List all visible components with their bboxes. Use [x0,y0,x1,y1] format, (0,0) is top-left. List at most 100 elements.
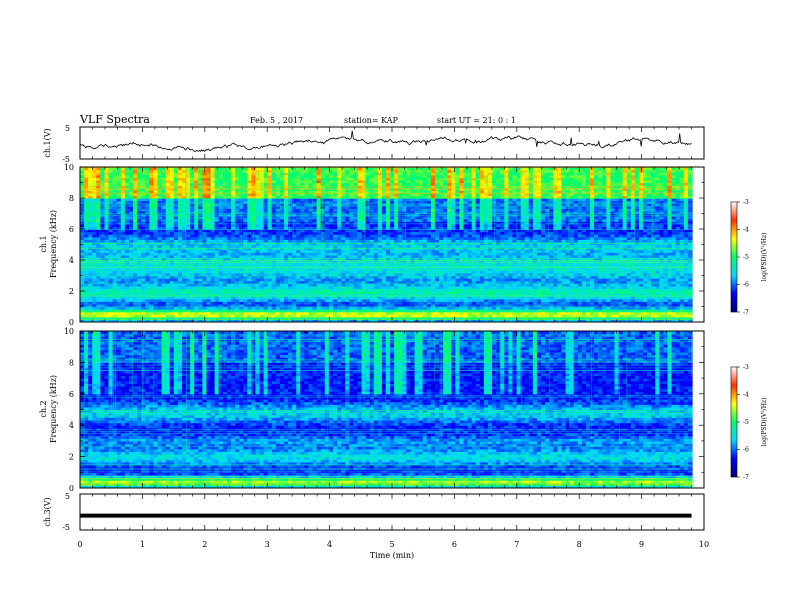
spectrogram-cell [365,221,371,225]
spectrogram-cell [300,177,305,181]
spectrogram-cell [394,301,399,305]
spectrogram-cell [133,267,138,271]
spectrogram-cell [161,221,167,225]
spectrogram-cell [145,167,150,171]
spectrogram-cell [263,309,269,313]
spectrogram-cell [247,280,252,284]
spectrogram-cell [300,200,305,204]
spectrogram-cell [316,285,322,290]
spectrogram-cell [128,262,134,266]
spectrogram-cell [84,257,89,261]
spectrogram-cell [328,236,334,240]
spectrogram-cell [386,303,391,308]
spectrogram-cell [308,229,314,233]
spectrogram-cell [198,288,203,292]
spectrogram-cell [149,187,155,191]
spectrogram-cell [263,208,269,212]
spectrogram-cell [92,301,97,305]
spectrogram-cell [381,177,387,181]
spectrogram-cell [128,296,134,300]
spectrogram-cell [316,216,322,220]
spectrogram-cell [84,252,89,256]
spectrogram-cell [80,311,85,315]
spectrogram-cell [226,303,232,308]
spectrogram-cell [296,270,301,274]
spectrogram-cell [328,275,334,279]
spectrogram-cell [402,291,407,295]
spectrogram-cell [210,309,216,313]
spectrogram-cell [324,187,330,191]
spectrogram-cell [279,229,285,233]
spectrogram-cell [373,195,379,199]
spectrogram-cell [267,239,273,243]
spectrogram-cell [377,229,383,233]
spectrogram-cell [386,260,391,264]
spectrogram-cell [112,316,118,321]
spectrogram-cell [279,267,285,271]
spectrogram-cell [304,254,310,259]
spectrogram-cell [267,309,273,313]
spectrogram-cell [328,167,334,171]
spectrogram-cell [161,172,167,176]
spectrogram-cell [182,272,187,277]
spectrogram-cell [100,239,106,243]
spectrogram-cell [390,213,395,217]
spectrogram-cell [341,174,346,178]
spectrogram-cell [222,293,228,297]
spectrogram-cell [345,298,350,302]
spectrogram-cell [292,283,297,287]
spectrogram-cell [410,265,416,269]
spectrogram-cell [345,192,350,197]
spectrogram-cell [402,208,407,212]
spectrogram-cell [369,285,375,290]
spectrogram-cell [406,236,412,240]
spectrogram-cell [255,236,261,240]
spectrogram-cell [92,182,97,186]
spectrogram-cell [80,182,85,186]
spectrogram-cell [406,311,412,315]
spectrogram-cell [108,296,114,300]
spectrogram-cell [275,182,281,186]
spectrogram-cell [149,216,155,220]
spectrogram-cell [275,177,281,181]
spectrogram-cell [100,167,106,171]
spectrogram-cell [353,301,359,305]
spectrogram-cell [210,172,216,176]
spectrogram-cell [271,252,277,256]
spectrogram-cell [153,311,159,315]
spectrogram-cell [145,205,150,209]
spectrogram-cell [345,316,350,321]
spectrogram-cell [304,260,310,264]
spectrogram-cell [124,288,130,292]
spectrogram-cell [161,265,167,269]
spectrogram-cell [312,234,318,238]
spectrogram-cell [288,200,293,204]
spectrogram-cell [186,172,191,176]
spectrogram-cell [137,319,142,322]
spectrogram-cell [288,187,293,191]
spectrogram-cell [341,280,346,284]
spectrogram-cell [279,311,285,315]
spectrogram-cell [251,288,257,292]
spectrogram-cell [328,260,334,264]
spectrogram-cell [288,278,293,282]
spectrogram-cell [169,239,175,243]
spectrogram-cell [100,205,106,209]
spectrogram-cell [255,177,261,181]
spectrogram-cell [194,260,199,264]
spectrogram-cell [230,190,236,194]
spectrogram-cell [226,267,232,271]
spectrogram-cell [173,198,179,202]
spectrogram-cell [259,260,265,264]
spectrogram-cell [377,195,383,199]
spectrogram-cell [271,216,277,220]
spectrogram-cell [186,280,191,284]
spectrogram-cell [149,319,155,322]
spectrogram-cell [124,192,130,197]
spectrogram-cell [157,218,163,222]
spectrogram-cell [373,244,379,248]
spectrogram-cell [263,226,269,230]
spectrogram-cell [345,218,350,222]
spectrogram-cell [186,167,191,171]
spectrogram-cell [394,182,399,186]
